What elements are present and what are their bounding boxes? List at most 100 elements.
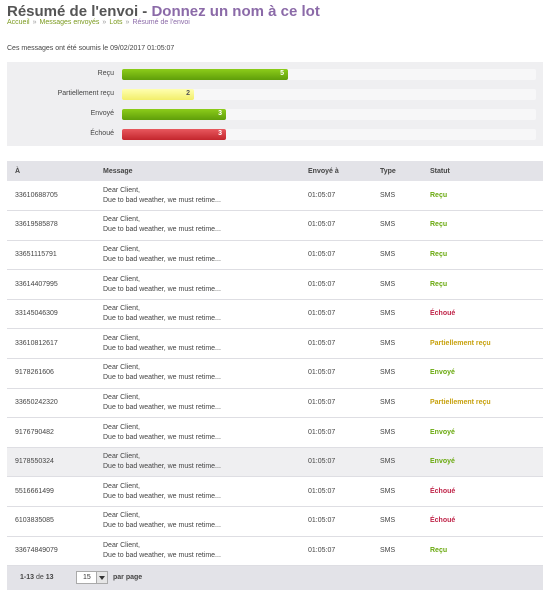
type-cell: SMS — [380, 280, 396, 288]
status-cell: Partiellement reçu — [430, 339, 491, 347]
messages-table-wrap: À Message Envoyé à Type Statut 336106887… — [7, 161, 543, 566]
sent-at-cell: 01:05:07 — [308, 487, 336, 495]
status-cell: Envoyé — [430, 428, 455, 436]
message-line-1: Dear Client, — [103, 275, 140, 283]
table-row[interactable]: 33614407995 Dear Client, Due to bad weathe… — [7, 269, 543, 300]
sent-at-cell: 01:05:07 — [308, 280, 336, 288]
table-body: 33610688705 Dear Client, Due to bad weathe… — [7, 181, 543, 566]
message-cell: Dear Client, Due to bad weather, we must … — [95, 447, 300, 477]
table-row[interactable]: 33650242320 Dear Client, Due to bad weathe… — [7, 388, 543, 418]
message-cell: Dear Client, Due to bad weather, we must … — [95, 359, 300, 389]
batch-name-link[interactable]: Donnez un nom à ce lot — [151, 3, 320, 20]
type-cell: SMS — [380, 250, 396, 258]
status-summary-panel: Reçu 5 Partiellement reçu 2 Envoyé 3 Échoué 3 — [7, 62, 543, 146]
recipient-cell: 33610688705 — [15, 191, 58, 199]
status-cell: Échoué — [430, 310, 456, 318]
pagination-total: 13 — [45, 574, 54, 581]
summary-bar: 3 — [122, 129, 226, 140]
status-cell: Envoyé — [430, 369, 455, 377]
summary-label: Partiellement reçu — [57, 90, 114, 97]
summary-bar-track: 2 — [122, 89, 536, 100]
column-header-message[interactable]: Message — [103, 167, 133, 175]
breadcrumb-home-link[interactable]: Accueil — [7, 19, 30, 26]
table-row[interactable]: 33145046309 Dear Client, Due to bad weathe… — [7, 299, 543, 329]
pagination-count: 1-13 de 13 — [20, 574, 54, 581]
status-cell: Reçu — [430, 546, 448, 554]
message-cell: Dear Client, Due to bad weather, we must … — [95, 211, 300, 241]
status-cell: Reçu — [430, 250, 448, 258]
sent-at-cell: 01:05:07 — [308, 546, 336, 554]
table-row[interactable]: 5516661499 Dear Client, Due to bad weather… — [7, 476, 543, 507]
status-cell: Envoyé — [430, 458, 455, 466]
recipient-cell: 9178550324 — [15, 458, 54, 466]
message-line-2: Due to bad weather, we must retime... — [103, 255, 221, 263]
type-cell: SMS — [380, 428, 396, 436]
summary-row: Échoué 3 — [7, 129, 543, 141]
message-line-2: Due to bad weather, we must retime... — [103, 403, 221, 411]
breadcrumb-separator-icon: » — [102, 19, 107, 26]
table-row[interactable]: 33619585878 Dear Client, Due to bad weathe… — [7, 210, 543, 241]
chevron-down-icon[interactable] — [96, 572, 107, 583]
table-row[interactable]: 33610812617 Dear Client, Due to bad weathe… — [7, 328, 543, 359]
message-line-1: Dear Client, — [103, 216, 140, 224]
sent-at-cell: 01:05:07 — [308, 369, 336, 377]
status-cell: Reçu — [430, 191, 448, 199]
message-line-1: Dear Client, — [103, 305, 140, 313]
recipient-cell: 33614407995 — [15, 280, 58, 288]
breadcrumb-batches-link[interactable]: Lots — [109, 19, 123, 26]
column-header-to[interactable]: À — [15, 167, 21, 175]
messages-table: À Message Envoyé à Type Statut 336106887… — [7, 161, 543, 566]
message-cell: Dear Client, Due to bad weather, we must … — [95, 507, 300, 537]
column-header-status[interactable]: Statut — [430, 167, 450, 175]
column-header-sent-at[interactable]: Envoyé à — [308, 167, 339, 175]
summary-bar-track: 3 — [122, 109, 536, 120]
type-cell: SMS — [380, 310, 396, 318]
sent-at-cell: 01:05:07 — [308, 458, 336, 466]
recipient-cell: 5516661499 — [15, 487, 54, 495]
message-cell: Dear Client, Due to bad weather, we must … — [95, 388, 300, 418]
table-row[interactable]: 6103835085 Dear Client, Due to bad weather… — [7, 506, 543, 537]
message-line-2: Due to bad weather, we must retime... — [103, 522, 221, 530]
summary-row: Partiellement reçu 2 — [7, 89, 543, 101]
status-cell: Échoué — [430, 487, 456, 495]
per-page-select[interactable]: 15 — [76, 571, 108, 584]
page-title-separator: - — [138, 3, 152, 20]
message-line-1: Dear Client, — [103, 393, 140, 401]
message-line-2: Due to bad weather, we must retime... — [103, 315, 221, 323]
breadcrumb-sent-messages-link[interactable]: Messages envoyés — [39, 19, 100, 26]
message-line-1: Dear Client, — [103, 245, 140, 253]
table-header-row: À Message Envoyé à Type Statut — [7, 161, 543, 181]
per-page-label: par page — [113, 574, 143, 581]
message-cell: Dear Client, Due to bad weather, we must … — [95, 329, 300, 359]
summary-count: 3 — [218, 110, 222, 117]
message-cell: Dear Client, Due to bad weather, we must … — [95, 418, 300, 448]
type-cell: SMS — [380, 517, 396, 525]
sent-at-cell: 01:05:07 — [308, 339, 336, 347]
message-cell: Dear Client, Due to bad weather, we must … — [95, 240, 300, 270]
message-line-2: Due to bad weather, we must retime... — [103, 374, 221, 382]
table-row[interactable]: 9176790482 Dear Client, Due to bad weather… — [7, 417, 543, 448]
table-row[interactable]: 9178261606 Dear Client, Due to bad weather… — [7, 358, 543, 389]
table-row[interactable]: 9178550324 Dear Client, Due to bad weather… — [7, 447, 543, 477]
table-row[interactable]: 33610688705 Dear Client, Due to bad weathe… — [7, 181, 543, 211]
table-row[interactable]: 33674849079 Dear Client, Due to bad weathe… — [7, 536, 543, 566]
breadcrumb-separator-icon: » — [32, 19, 37, 26]
type-cell: SMS — [380, 191, 396, 199]
message-line-2: Due to bad weather, we must retime... — [103, 196, 221, 204]
column-header-type[interactable]: Type — [380, 167, 396, 175]
sent-at-cell: 01:05:07 — [308, 250, 336, 258]
summary-bar: 5 — [122, 69, 288, 80]
type-cell: SMS — [380, 398, 396, 406]
type-cell: SMS — [380, 221, 396, 229]
type-cell: SMS — [380, 546, 396, 554]
message-cell: Dear Client, Due to bad weather, we must … — [95, 299, 300, 329]
page-title: Résumé de l'envoi - Donnez un nom à ce l… — [7, 3, 320, 20]
summary-bar-track: 3 — [122, 129, 536, 140]
pagination-of: de — [35, 574, 44, 581]
breadcrumb-separator-icon: » — [125, 19, 130, 26]
message-line-2: Due to bad weather, we must retime... — [103, 285, 221, 293]
pagination-range: 1-13 — [20, 574, 35, 581]
type-cell: SMS — [380, 487, 396, 495]
table-row[interactable]: 33651115791 Dear Client, Due to bad weathe… — [7, 240, 543, 270]
message-cell: Dear Client, Due to bad weather, we must … — [95, 181, 300, 211]
